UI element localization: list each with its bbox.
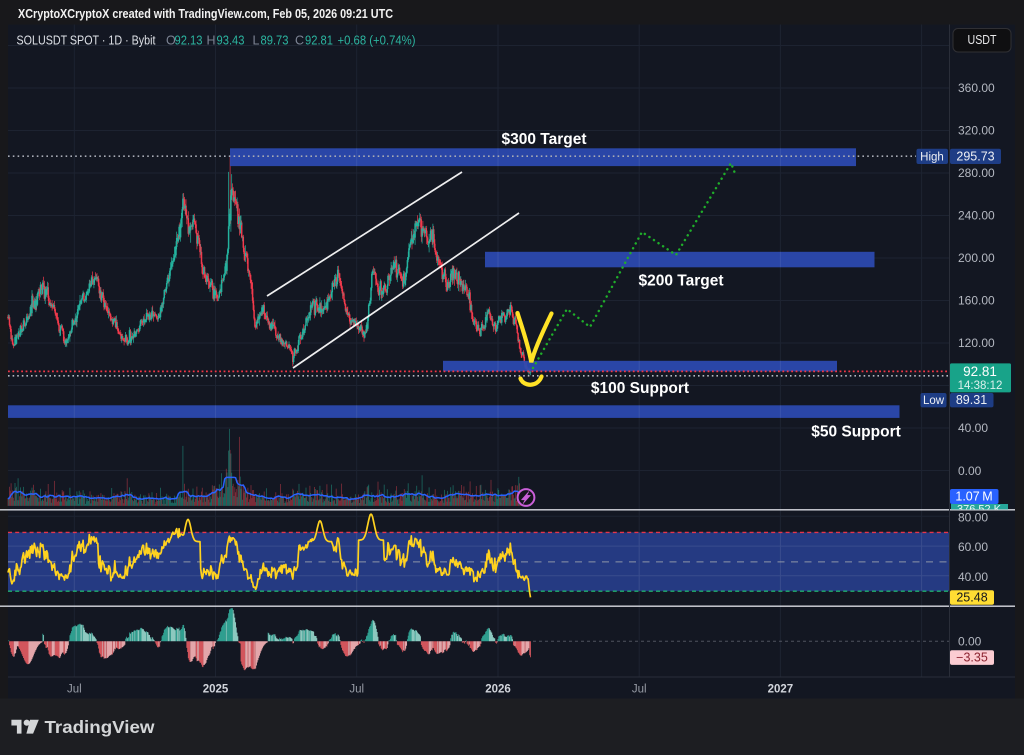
svg-text:14:38:12: 14:38:12 (958, 380, 1003, 392)
svg-text:Jul: Jul (67, 684, 82, 696)
svg-text:Jul: Jul (632, 684, 647, 696)
svg-text:40.00: 40.00 (958, 570, 988, 584)
svg-text:120.00: 120.00 (958, 336, 995, 350)
svg-text:Low: Low (923, 395, 945, 407)
svg-text:92.13: 92.13 (175, 34, 203, 48)
svg-text:60.00: 60.00 (958, 540, 988, 554)
svg-text:$100 Support: $100 Support (591, 380, 689, 397)
svg-text:160.00: 160.00 (958, 294, 995, 308)
svg-text:320.00: 320.00 (958, 124, 995, 138)
svg-text:High: High (920, 151, 944, 163)
svg-text:40.00: 40.00 (958, 421, 988, 435)
svg-text:240.00: 240.00 (958, 209, 995, 223)
svg-text:C: C (295, 34, 304, 48)
svg-text:Jul: Jul (349, 684, 364, 696)
svg-text:$300 Target: $300 Target (501, 131, 586, 148)
svg-text:+0.68 (+0.74%): +0.68 (+0.74%) (338, 34, 416, 48)
svg-text:L: L (253, 34, 260, 48)
svg-text:O: O (166, 34, 176, 48)
svg-text:TradingView: TradingView (45, 717, 155, 737)
svg-text:92.81: 92.81 (963, 364, 997, 379)
svg-text:$50 Support: $50 Support (811, 424, 901, 441)
svg-text:25.48: 25.48 (956, 591, 987, 605)
svg-text:−3.35: −3.35 (956, 651, 988, 665)
svg-text:H: H (207, 34, 216, 48)
svg-text:92.81: 92.81 (305, 34, 333, 48)
svg-text:$200 Target: $200 Target (638, 273, 723, 290)
svg-text:360.00: 360.00 (958, 81, 995, 95)
svg-text:89.73: 89.73 (261, 34, 289, 48)
svg-text:295.73: 295.73 (956, 150, 994, 164)
svg-text:80.00: 80.00 (958, 510, 988, 524)
svg-text:2027: 2027 (768, 684, 794, 696)
svg-text:93.43: 93.43 (217, 34, 245, 48)
svg-text:XCryptoXCryptoX created with T: XCryptoXCryptoX created with TradingView… (18, 7, 393, 21)
svg-text:2026: 2026 (485, 684, 511, 696)
svg-text:1.07 M: 1.07 M (955, 490, 992, 504)
svg-text:89.31: 89.31 (956, 393, 987, 407)
svg-text:SOLUSDT SPOT · 1D · Bybit: SOLUSDT SPOT · 1D · Bybit (17, 34, 156, 48)
svg-text:280.00: 280.00 (958, 166, 995, 180)
svg-text:0.00: 0.00 (958, 634, 982, 648)
svg-text:376.52 K: 376.52 K (957, 504, 1002, 516)
svg-text:2025: 2025 (203, 684, 229, 696)
svg-text:USDT: USDT (968, 33, 997, 47)
svg-text:200.00: 200.00 (958, 251, 995, 265)
svg-text:0.00: 0.00 (958, 464, 982, 478)
